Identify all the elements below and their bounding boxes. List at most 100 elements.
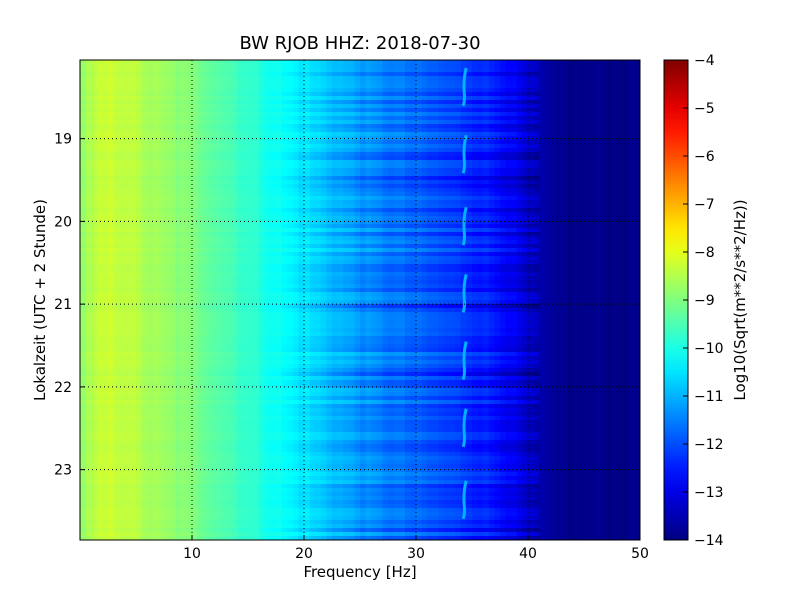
heatmap-cell	[80, 236, 87, 241]
heatmap-cell	[108, 224, 115, 229]
heatmap-cell	[197, 84, 204, 89]
heatmap-cell	[281, 208, 288, 213]
heatmap-cell	[371, 220, 378, 225]
heatmap-cell	[572, 164, 579, 169]
heatmap-cell	[264, 208, 271, 213]
heatmap-cell	[309, 248, 316, 253]
heatmap-cell	[382, 156, 389, 161]
heatmap-cell	[208, 192, 215, 197]
heatmap-cell	[421, 212, 428, 217]
heatmap-cell	[124, 76, 131, 81]
heatmap-cell	[595, 220, 602, 225]
heatmap-cell	[483, 72, 490, 77]
heatmap-cell	[600, 252, 607, 257]
heatmap-cell	[556, 200, 563, 205]
heatmap-cell	[533, 76, 540, 81]
heatmap-cell	[544, 84, 551, 89]
heatmap-cell	[539, 124, 546, 129]
heatmap-cell	[556, 76, 563, 81]
heatmap-cell	[292, 156, 299, 161]
heatmap-cell	[164, 252, 171, 257]
heatmap-cell	[360, 228, 367, 233]
heatmap-cell	[623, 172, 630, 177]
heatmap-cell	[186, 136, 193, 141]
heatmap-cell	[600, 212, 607, 217]
heatmap-cell	[354, 80, 361, 85]
heatmap-cell	[108, 232, 115, 237]
heatmap-cell	[416, 240, 423, 245]
heatmap-cell	[550, 132, 557, 137]
heatmap-cell	[483, 156, 490, 161]
heatmap-cell	[528, 92, 535, 97]
heatmap-cell	[287, 112, 294, 117]
heatmap-cell	[124, 208, 131, 213]
heatmap-cell	[91, 192, 98, 197]
heatmap-cell	[416, 212, 423, 217]
heatmap-cell	[180, 152, 187, 157]
heatmap-cell	[186, 116, 193, 121]
heatmap-cell	[483, 200, 490, 205]
heatmap-cell	[500, 168, 507, 173]
heatmap-cell	[550, 228, 557, 233]
heatmap-cell	[477, 100, 484, 105]
heatmap-cell	[606, 132, 613, 137]
heatmap-cell	[287, 136, 294, 141]
heatmap-cell	[628, 220, 635, 225]
heatmap-cell	[550, 68, 557, 73]
heatmap-cell	[158, 88, 165, 93]
heatmap-cell	[472, 252, 479, 257]
heatmap-cell	[539, 192, 546, 197]
heatmap-cell	[309, 196, 316, 201]
heatmap-cell	[264, 64, 271, 69]
heatmap-cell	[421, 168, 428, 173]
heatmap-cell	[180, 120, 187, 125]
heatmap-cell	[388, 176, 395, 181]
heatmap-cell	[516, 84, 523, 89]
heatmap-cell	[80, 196, 87, 201]
heatmap-cell	[438, 208, 445, 213]
heatmap-cell	[634, 164, 640, 169]
heatmap-cell	[220, 72, 227, 77]
heatmap-cell	[136, 132, 143, 137]
heatmap-cell	[472, 152, 479, 157]
heatmap-cell	[567, 176, 574, 181]
heatmap-cell	[600, 108, 607, 113]
heatmap-cell	[533, 180, 540, 185]
heatmap-cell	[354, 96, 361, 101]
heatmap-cell	[354, 176, 361, 181]
heatmap-cell	[326, 60, 333, 65]
heatmap-cell	[511, 112, 518, 117]
heatmap-cell	[281, 132, 288, 137]
heatmap-cell	[197, 88, 204, 93]
heatmap-cell	[360, 192, 367, 197]
heatmap-cell	[214, 172, 221, 177]
heatmap-cell	[360, 68, 367, 73]
heatmap-cell	[410, 128, 417, 133]
chart-title: BW RJOB HHZ: 2018-07-30	[239, 33, 480, 54]
heatmap-cell	[186, 248, 193, 253]
heatmap-cell	[315, 220, 322, 225]
heatmap-cell	[544, 164, 551, 169]
heatmap-cell	[488, 240, 495, 245]
heatmap-cell	[399, 128, 406, 133]
heatmap-cell	[393, 256, 400, 261]
heatmap-cell	[550, 240, 557, 245]
heatmap-cell	[85, 92, 92, 97]
heatmap-cell	[259, 192, 266, 197]
heatmap-cell	[544, 224, 551, 229]
heatmap-cell	[365, 156, 372, 161]
heatmap-cell	[365, 84, 372, 89]
heatmap-cell	[85, 160, 92, 165]
heatmap-cell	[472, 80, 479, 85]
heatmap-cell	[337, 216, 344, 221]
heatmap-cell	[236, 256, 243, 261]
heatmap-cell	[544, 136, 551, 141]
heatmap-cell	[612, 164, 619, 169]
heatmap-cell	[561, 76, 568, 81]
heatmap-cell	[180, 128, 187, 133]
heatmap-cell	[80, 248, 87, 253]
heatmap-cell	[388, 92, 395, 97]
heatmap-cell	[427, 104, 434, 109]
heatmap-cell	[85, 72, 92, 77]
heatmap-cell	[511, 120, 518, 125]
